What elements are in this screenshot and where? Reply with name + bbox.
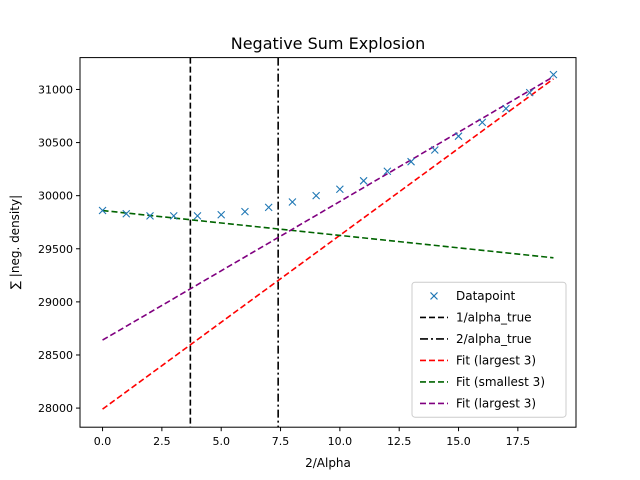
datapoint-stroke — [502, 104, 510, 113]
y-tick-label: 30500 — [38, 137, 73, 150]
x-tick-label: 17.5 — [506, 435, 531, 448]
x-tick-label: 0.0 — [94, 435, 112, 448]
y-axis-label: ∑ |neg. density| — [8, 195, 22, 289]
legend-swatch-marker — [430, 292, 438, 300]
datapoint-marker — [383, 167, 392, 176]
legend-box — [411, 281, 567, 418]
legend: Datapoint 1/alpha_true 2/alpha_true Fit (la… — [411, 281, 567, 418]
plot-frame — [79, 57, 577, 428]
datapoint-stroke — [312, 191, 321, 200]
datapoint-marker — [241, 207, 249, 216]
datapoint-stroke — [122, 209, 131, 218]
datapoint-stroke — [525, 88, 534, 97]
legend-swatch-stroke — [430, 292, 438, 300]
y-tick-label: 31000 — [38, 83, 73, 96]
datapoint-stroke — [241, 207, 249, 216]
y-tick-label: 30000 — [38, 190, 73, 203]
datapoint-marker — [122, 209, 131, 218]
datapoint-marker — [169, 211, 178, 220]
datapoint-marker — [312, 191, 321, 200]
chart-title: Negative Sum Explosion — [231, 34, 426, 53]
x-tick-label: 7.5 — [272, 435, 290, 448]
datapoint-marker — [146, 211, 154, 220]
x-tick-label: 2.5 — [153, 435, 171, 448]
datapoint-stroke — [217, 210, 226, 219]
legend-label: 1/alpha_true — [456, 310, 532, 324]
legend-label: Datapoint — [456, 289, 516, 303]
x-tick-label: 15.0 — [446, 435, 471, 448]
datapoint-marker — [525, 88, 534, 97]
datapoint-marker — [454, 132, 463, 141]
datapoint-stroke — [407, 157, 415, 166]
datapoint-marker — [193, 211, 202, 220]
datapoint-stroke — [169, 211, 178, 220]
legend-label: 2/alpha_true — [456, 332, 532, 346]
datapoint-marker — [430, 146, 439, 154]
datapoint-marker — [335, 185, 344, 194]
y-tick-label: 29000 — [38, 296, 73, 309]
datapoint-marker — [288, 198, 297, 206]
datapoint-marker — [502, 104, 510, 113]
legend-label: Fit (largest 3) — [456, 396, 536, 410]
datapoint-stroke — [146, 211, 154, 220]
datapoint-marker — [407, 157, 415, 166]
datapoint-marker — [217, 210, 226, 219]
datapoint-stroke — [383, 167, 392, 176]
datapoint-stroke — [193, 211, 202, 220]
x-axis-label: 2/Alpha — [305, 456, 351, 470]
datapoint-marker — [264, 203, 273, 212]
datapoint-marker — [478, 118, 487, 127]
fit-line — [102, 78, 554, 410]
fit-line — [102, 209, 554, 259]
y-tick-label: 28000 — [38, 402, 73, 415]
datapoint-stroke — [430, 146, 439, 154]
legend-label: Fit (smallest 3) — [456, 375, 545, 389]
datapoint-stroke — [288, 198, 297, 206]
datapoint-marker — [359, 176, 368, 185]
datapoint-marker — [98, 206, 107, 215]
x-tick-label: 12.5 — [387, 435, 412, 448]
y-tick-label: 28500 — [38, 349, 73, 362]
datapoint-stroke — [335, 185, 344, 194]
x-tick-label: 10.0 — [328, 435, 353, 448]
legend-label: Fit (largest 3) — [456, 353, 536, 367]
datapoint-stroke — [264, 203, 273, 212]
datapoint-marker — [549, 70, 558, 79]
x-tick-label: 5.0 — [212, 435, 230, 448]
y-tick-label: 29500 — [38, 243, 73, 256]
fit-line — [102, 76, 554, 341]
datapoint-stroke — [478, 118, 487, 127]
datapoint-stroke — [454, 132, 463, 141]
datapoint-stroke — [98, 206, 107, 215]
datapoint-stroke — [359, 176, 368, 185]
datapoint-stroke — [549, 70, 558, 79]
